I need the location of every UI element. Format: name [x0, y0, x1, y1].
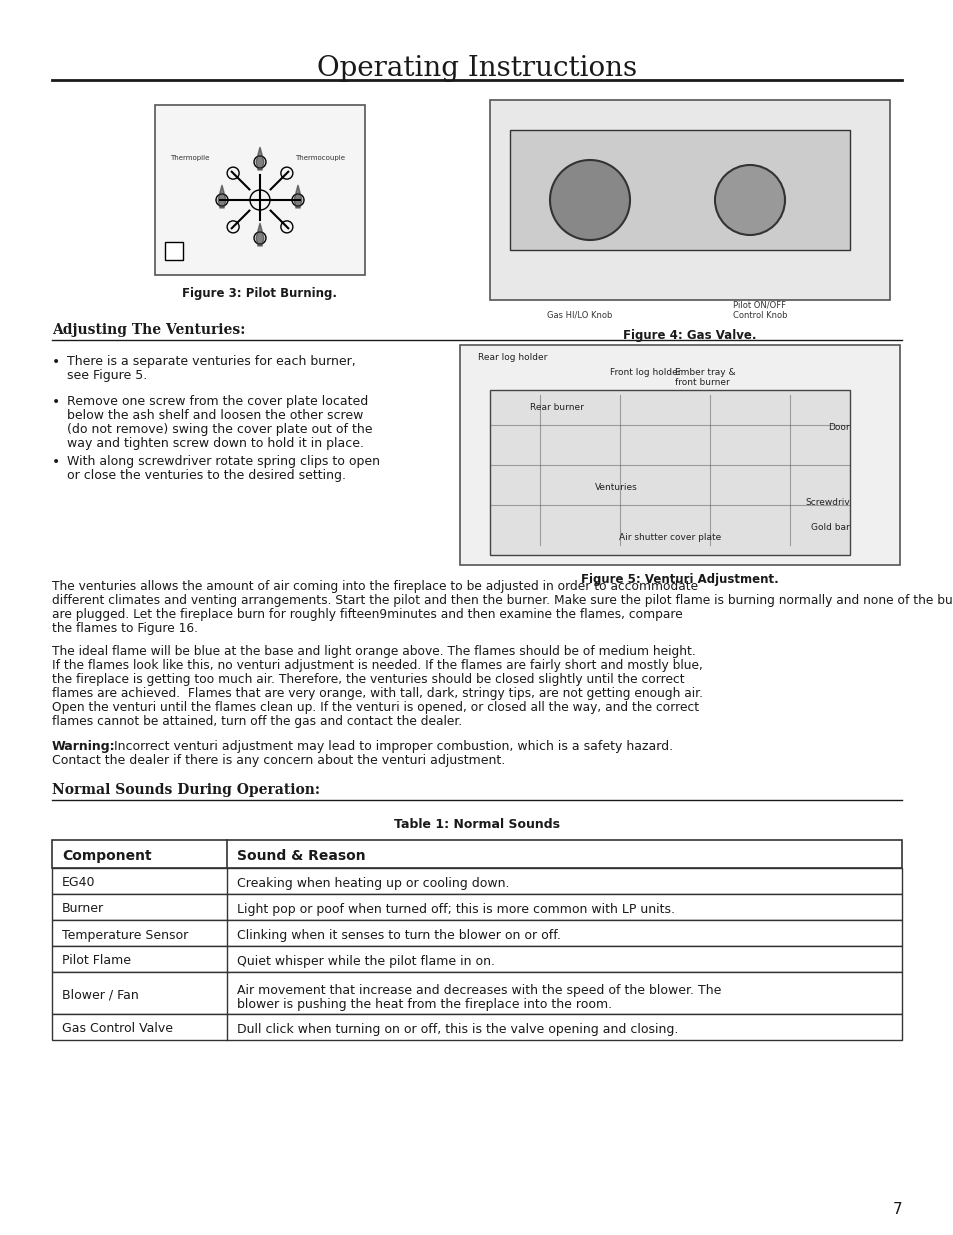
Bar [52, 840, 901, 868]
Text: Contact the dealer if there is any concern about the venturi adjustment.: Contact the dealer if there is any conce… [52, 755, 505, 767]
Bar [52, 894, 901, 920]
Bar [52, 972, 901, 1014]
Polygon shape [294, 185, 302, 207]
Text: The venturies allows the amount of air coming into the fireplace to be adjusted : The venturies allows the amount of air c… [52, 580, 698, 593]
Text: The ideal flame will be blue at the base and light orange above. The flames shou: The ideal flame will be blue at the base… [52, 645, 695, 658]
Bar [52, 946, 901, 972]
Text: Figure 4: Gas Valve.: Figure 4: Gas Valve. [622, 329, 756, 342]
Bar [52, 868, 901, 894]
Text: Sound & Reason: Sound & Reason [236, 848, 365, 863]
Text: or close the venturies to the desired setting.: or close the venturies to the desired se… [67, 469, 346, 482]
Text: below the ash shelf and loosen the other screw: below the ash shelf and loosen the other… [67, 409, 363, 422]
Text: Warning:: Warning: [52, 740, 115, 753]
Text: Ember tray &: Ember tray & [675, 368, 735, 377]
Polygon shape [255, 147, 264, 170]
Text: Rear burner: Rear burner [530, 403, 583, 412]
Text: Front log holder: Front log holder [609, 368, 680, 377]
Circle shape [714, 165, 784, 235]
Text: Table 1: Normal Sounds: Table 1: Normal Sounds [394, 819, 559, 831]
Text: Air shutter cover plate: Air shutter cover plate [618, 534, 720, 542]
Text: Rear log holder: Rear log holder [477, 353, 547, 362]
Text: •: • [52, 395, 60, 409]
Text: different climates and venting arrangements. Start the pilot and then the burner: different climates and venting arrangeme… [52, 594, 953, 606]
Text: Creaking when heating up or cooling down.: Creaking when heating up or cooling down… [236, 877, 509, 889]
Bar [52, 1014, 901, 1040]
Text: flames are achieved.  Flames that are very orange, with tall, dark, stringy tips: flames are achieved. Flames that are ver… [52, 687, 702, 700]
Text: Gold bar: Gold bar [810, 522, 849, 532]
Text: flames cannot be attained, turn off the gas and contact the dealer.: flames cannot be attained, turn off the … [52, 715, 462, 727]
Bar [459, 345, 899, 564]
Text: Open the venturi until the flames clean up. If the venturi is opened, or closed : Open the venturi until the flames clean … [52, 701, 699, 714]
Polygon shape [218, 185, 226, 207]
Text: Figure 3: Pilot Burning.: Figure 3: Pilot Burning. [182, 287, 337, 300]
Circle shape [550, 161, 629, 240]
Bar [165, 242, 183, 261]
Text: Thermocouple: Thermocouple [294, 156, 345, 161]
Text: Quiet whisper while the pilot flame in on.: Quiet whisper while the pilot flame in o… [236, 955, 495, 967]
Text: Gas HI/LO Knob: Gas HI/LO Knob [547, 310, 612, 320]
Bar [490, 100, 889, 300]
Text: Adjusting The Venturies:: Adjusting The Venturies: [52, 324, 245, 337]
Text: •: • [52, 454, 60, 469]
Text: Pilot Flame: Pilot Flame [62, 955, 131, 967]
Polygon shape [255, 224, 264, 246]
Text: Screwdriv: Screwdriv [804, 498, 849, 508]
Text: •: • [52, 354, 60, 369]
Bar [510, 130, 849, 249]
Text: Light pop or poof when turned off; this is more common with LP units.: Light pop or poof when turned off; this … [236, 903, 675, 915]
Text: Normal Sounds During Operation:: Normal Sounds During Operation: [52, 783, 319, 797]
Text: see Figure 5.: see Figure 5. [67, 369, 147, 382]
Text: blower is pushing the heat from the fireplace into the room.: blower is pushing the heat from the fire… [236, 998, 612, 1011]
Text: Operating Instructions: Operating Instructions [316, 54, 637, 82]
Text: Thermopile: Thermopile [171, 156, 210, 161]
Bar [490, 390, 849, 555]
Text: Burner: Burner [62, 903, 104, 915]
Text: EG40: EG40 [62, 877, 95, 889]
Text: the flames to Figure 16.: the flames to Figure 16. [52, 622, 198, 635]
Text: If the flames look like this, no venturi adjustment is needed. If the flames are: If the flames look like this, no venturi… [52, 659, 702, 672]
Text: Gas Control Valve: Gas Control Valve [62, 1023, 172, 1035]
Bar [154, 105, 365, 275]
Text: There is a separate venturies for each burner,: There is a separate venturies for each b… [67, 354, 355, 368]
Bar [52, 920, 901, 946]
Text: With along screwdriver rotate spring clips to open: With along screwdriver rotate spring cli… [67, 454, 379, 468]
Text: Clinking when it senses to turn the blower on or off.: Clinking when it senses to turn the blow… [236, 929, 560, 941]
Text: Incorrect venturi adjustment may lead to improper combustion, which is a safety : Incorrect venturi adjustment may lead to… [113, 740, 673, 753]
Text: Component: Component [62, 848, 152, 863]
Text: Door: Door [827, 424, 849, 432]
Text: are plugged. Let the fireplace burn for roughly fifteen9minutes and then examine: are plugged. Let the fireplace burn for … [52, 608, 682, 621]
Text: Figure 5: Venturi Adjustment.: Figure 5: Venturi Adjustment. [580, 573, 778, 587]
Text: Blower / Fan: Blower / Fan [62, 988, 138, 1002]
Text: Remove one screw from the cover plate located: Remove one screw from the cover plate lo… [67, 395, 368, 408]
Text: Temperature Sensor: Temperature Sensor [62, 929, 188, 941]
Text: the fireplace is getting too much air. Therefore, the venturies should be closed: the fireplace is getting too much air. T… [52, 673, 684, 685]
Text: Dull click when turning on or off, this is the valve opening and closing.: Dull click when turning on or off, this … [236, 1023, 678, 1035]
Text: (do not remove) swing the cover plate out of the: (do not remove) swing the cover plate ou… [67, 424, 372, 436]
Text: Air movement that increase and decreases with the speed of the blower. The: Air movement that increase and decreases… [236, 984, 720, 997]
Text: 7: 7 [891, 1203, 901, 1218]
Text: way and tighten screw down to hold it in place.: way and tighten screw down to hold it in… [67, 437, 364, 450]
Text: Pilot ON/OFF
Control Knob: Pilot ON/OFF Control Knob [732, 300, 786, 320]
Text: Venturies: Venturies [595, 483, 638, 492]
Text: front burner: front burner [675, 378, 729, 387]
